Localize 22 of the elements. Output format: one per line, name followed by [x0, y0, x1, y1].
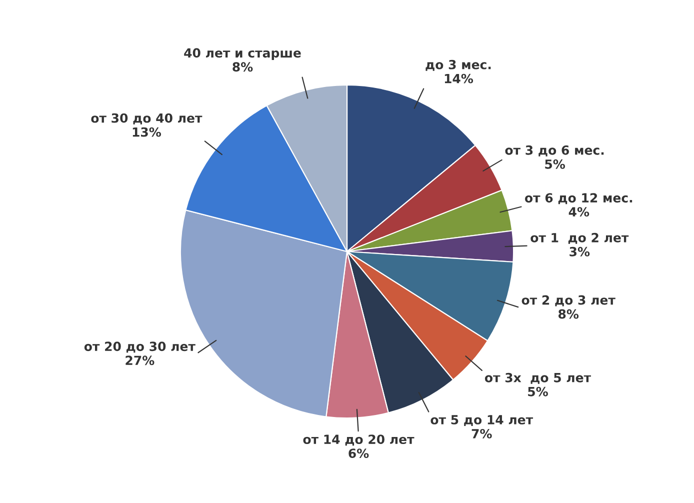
slice-label: от 1 до 2 лет — [530, 232, 629, 244]
data-label: 5% — [545, 159, 565, 169]
slice-label: от 30 до 40 лет — [91, 113, 202, 124]
data-label: 8% — [558, 309, 579, 319]
data-label: 8% — [232, 62, 253, 72]
slice-label: от 5 до 14 лет — [430, 415, 534, 426]
slice-label: от 3х до 5 лет — [484, 372, 591, 384]
slice-label: от 3 до 6 мес. — [505, 145, 604, 156]
slice-label: от 20 до 30 лет — [84, 342, 196, 353]
slice-label: от 6 до 12 мес. — [524, 193, 632, 204]
slice-label: 40 лет и старше — [184, 48, 301, 60]
data-label: 5% — [528, 386, 548, 396]
slice-label: до 3 мес. — [426, 60, 491, 71]
data-label: 27% — [126, 356, 154, 366]
data-label: 7% — [472, 428, 492, 438]
data-label: 13% — [132, 127, 161, 137]
slice-label: от 2 до 3 лет — [522, 295, 616, 306]
data-label: 4% — [568, 207, 590, 217]
data-label: 6% — [348, 448, 369, 458]
data-label: 14% — [444, 74, 474, 84]
data-label: 3% — [570, 246, 590, 256]
slice-label: от 14 до 20 лет — [303, 434, 414, 446]
